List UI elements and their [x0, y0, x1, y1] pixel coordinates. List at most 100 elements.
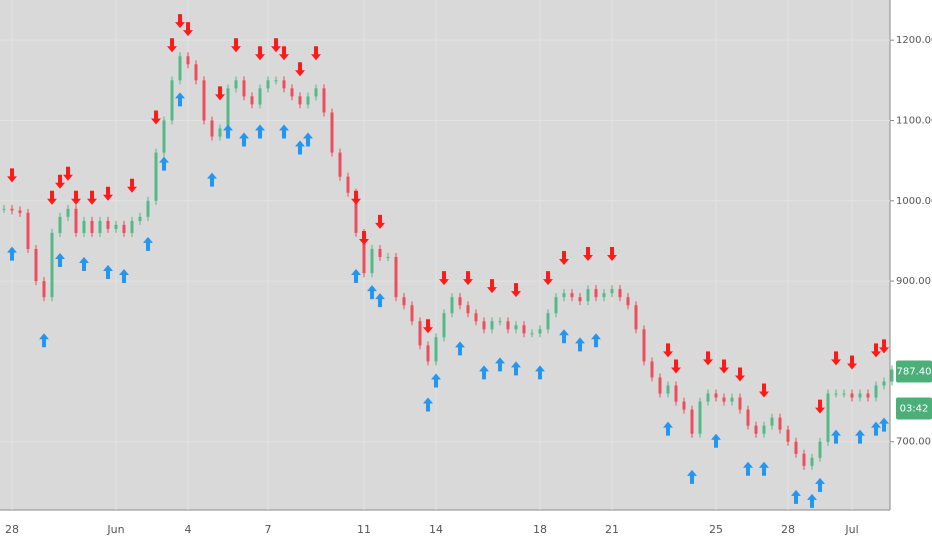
last-price-box [896, 360, 932, 383]
sell-arrow [63, 166, 73, 181]
candle [786, 429, 790, 442]
countdown-box [896, 397, 932, 420]
candle [562, 293, 566, 298]
buy-arrow [103, 265, 113, 280]
x-tick-label: 28 [5, 523, 19, 536]
candle [186, 56, 190, 65]
buy-arrow [559, 329, 569, 344]
sell-arrow [487, 279, 497, 294]
candle [450, 297, 454, 314]
candle [466, 305, 470, 314]
candle [378, 248, 382, 258]
sell-arrow [847, 355, 857, 370]
buy-arrow [663, 421, 673, 436]
candle [498, 321, 502, 323]
candle [306, 96, 310, 105]
candle [754, 425, 758, 434]
x-tick-label: 14 [429, 523, 443, 536]
candle [690, 409, 694, 434]
candle [866, 393, 870, 398]
candle [322, 88, 326, 113]
candle [386, 257, 390, 259]
sell-arrow [759, 383, 769, 398]
candle [410, 305, 414, 322]
candle [2, 208, 6, 210]
candle [26, 212, 30, 249]
candle [642, 329, 646, 362]
buy-arrow [159, 156, 169, 171]
candle [794, 441, 798, 454]
buy-arrow [351, 269, 361, 284]
candle [442, 313, 446, 338]
candle [90, 220, 94, 233]
candle [506, 321, 510, 330]
sell-arrow [103, 186, 113, 201]
buy-arrow [759, 461, 769, 476]
candle [42, 281, 46, 298]
sell-arrow [279, 46, 289, 61]
candle [618, 289, 622, 298]
buy-arrow [55, 252, 65, 267]
sell-arrow [815, 399, 825, 414]
buy-arrow [495, 357, 505, 372]
candle [850, 393, 854, 398]
candle [458, 297, 462, 306]
buy-arrow [39, 333, 49, 348]
sell-arrow [7, 168, 17, 183]
sell-arrow [151, 110, 161, 125]
sell-arrow [543, 271, 553, 286]
candle [474, 313, 478, 322]
candle [738, 397, 742, 410]
buy-arrow [223, 124, 233, 139]
candle [330, 112, 334, 153]
candle [34, 248, 38, 282]
candle [354, 192, 358, 233]
buy-arrow [7, 246, 17, 261]
plot-background [0, 0, 890, 510]
buy-arrow [871, 421, 881, 436]
candle [138, 216, 142, 221]
candle [50, 232, 54, 298]
buy-arrow [303, 132, 313, 147]
sell-arrow [127, 178, 137, 193]
candle [626, 297, 630, 306]
candle [674, 385, 678, 402]
sell-arrow [87, 190, 97, 205]
candle [530, 333, 534, 335]
candle [194, 64, 198, 81]
sell-arrow [255, 46, 265, 61]
buy-arrow [239, 132, 249, 147]
marks [2, 14, 894, 508]
candle [402, 297, 406, 306]
candle [698, 401, 702, 434]
buy-arrow [279, 124, 289, 139]
buy-arrow [375, 293, 385, 308]
candle [370, 248, 374, 274]
sell-arrow [559, 251, 569, 266]
candle [74, 208, 78, 233]
sell-arrow [175, 14, 185, 29]
buy-arrow [575, 337, 585, 352]
buy-arrow [687, 469, 697, 484]
candle [746, 409, 750, 426]
y-tick-label: 700.00 [896, 437, 931, 448]
buy-arrow [831, 429, 841, 444]
buy-arrow [367, 285, 377, 300]
sell-arrow [71, 190, 81, 205]
candle [98, 220, 102, 233]
sell-arrow [719, 359, 729, 374]
x-tick-label: 4 [185, 523, 192, 536]
candle [146, 200, 150, 217]
sell-arrow [607, 247, 617, 262]
candle [650, 361, 654, 378]
candle [154, 152, 158, 201]
candle [218, 128, 222, 137]
sell-arrow [231, 38, 241, 53]
sell-arrow [359, 230, 369, 245]
candle [338, 152, 342, 177]
candle [10, 208, 14, 211]
y-axis-area [890, 0, 932, 550]
candle [802, 453, 806, 466]
candle [426, 345, 430, 362]
candle [522, 325, 526, 334]
